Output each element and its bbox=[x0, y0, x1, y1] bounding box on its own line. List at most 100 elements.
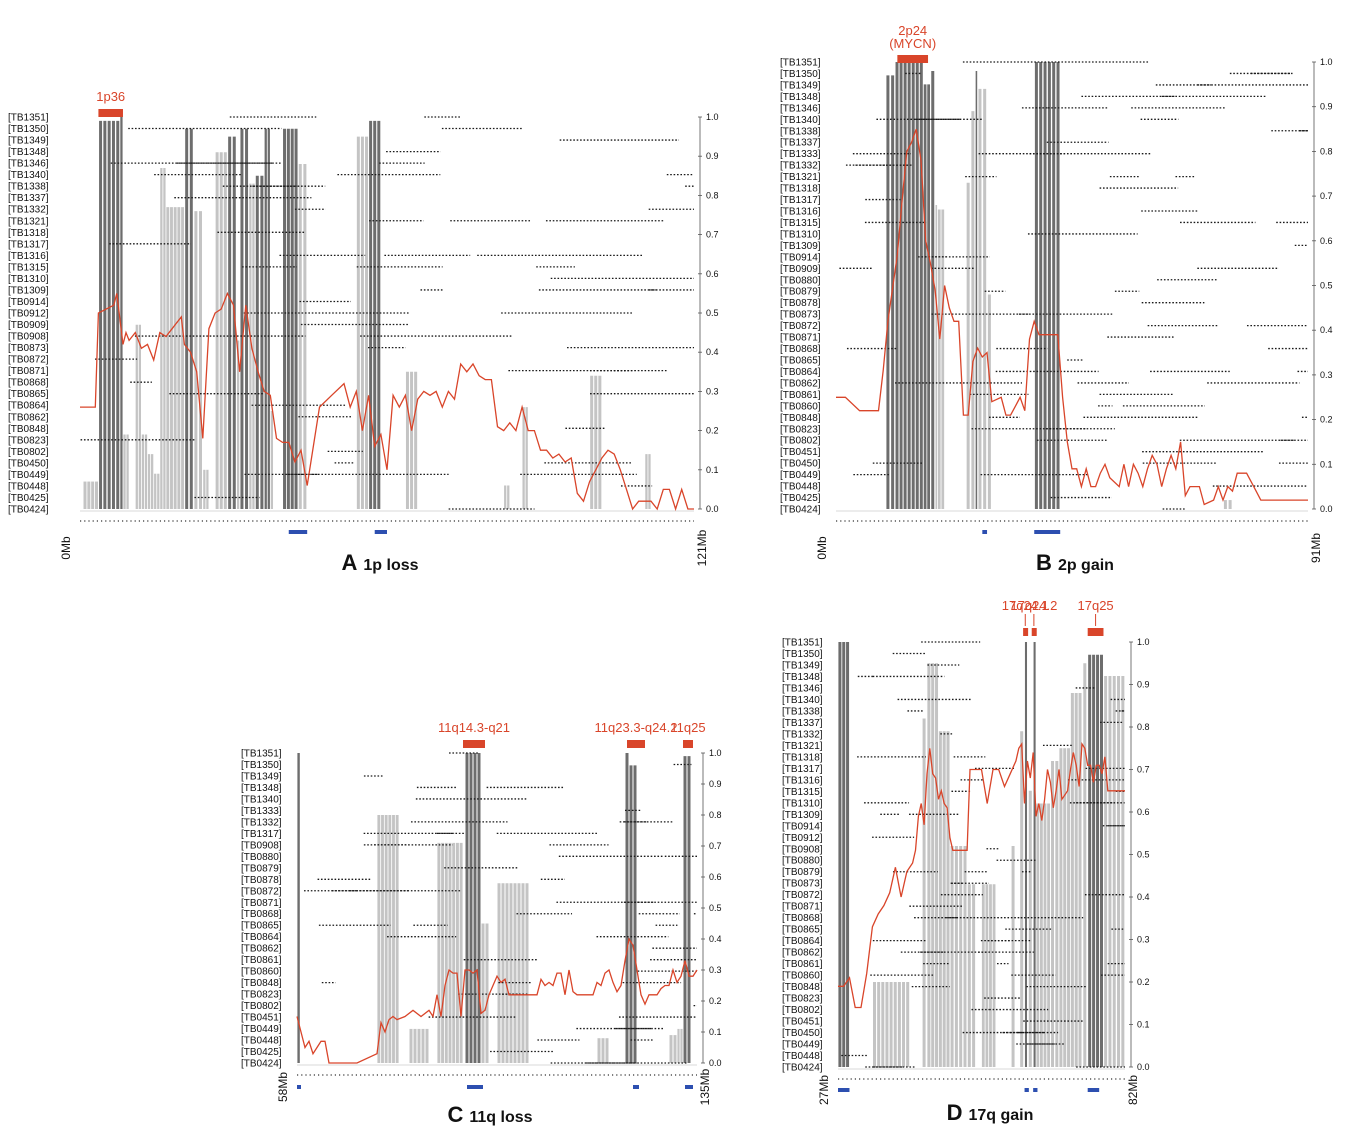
x-end-label: 91Mb bbox=[1309, 533, 1323, 563]
region-label: 11q23.3-q24.2 bbox=[595, 720, 678, 735]
sample-label: [TB0864] bbox=[780, 367, 821, 378]
sample-rows: [TB1351][TB1350][TB1349][TB1348][TB1346]… bbox=[8, 113, 694, 516]
y-tick-label: 0.7 bbox=[706, 230, 719, 240]
y-tick-label: 0.0 bbox=[1320, 504, 1333, 514]
blue-region-mark bbox=[297, 1085, 301, 1089]
sample-label: [TB1317] bbox=[241, 829, 282, 840]
y-tick-label: 0.9 bbox=[1137, 680, 1150, 690]
sample-label: [TB1315] bbox=[8, 262, 49, 273]
sample-label: [TB1346] bbox=[780, 103, 821, 114]
frequency-bars bbox=[297, 753, 691, 1063]
sample-label: [TB1340] bbox=[241, 794, 282, 805]
sample-label: [TB1316] bbox=[780, 207, 821, 218]
y-tick-label: 0.6 bbox=[1137, 807, 1150, 817]
y-axis: 1.0 0.9 0.8 0.7 0.6 0.5 0.4 0.3 0.2 0.1 0.0 bbox=[1312, 57, 1333, 514]
sample-rows: [TB1351][TB1350][TB1349][TB1348][TB1340]… bbox=[241, 749, 697, 1070]
sample-label: [TB0872] bbox=[782, 890, 823, 901]
sample-label: [TB0912] bbox=[782, 833, 823, 844]
sample-label: [TB0865] bbox=[782, 925, 823, 936]
y-axis: 1.0 0.9 0.8 0.7 0.6 0.5 0.4 0.3 0.2 0.1 0.0 bbox=[1129, 637, 1150, 1072]
sample-label: [TB1350] bbox=[782, 649, 823, 660]
y-tick-label: 0.9 bbox=[706, 151, 719, 161]
sample-label: [TB1317] bbox=[782, 764, 823, 775]
sample-label: [TB1348] bbox=[780, 92, 821, 103]
frequency-line bbox=[296, 937, 698, 1064]
sample-label: [TB1318] bbox=[8, 228, 49, 239]
sample-label: [TB1348] bbox=[782, 672, 823, 683]
y-tick-label: 0.2 bbox=[706, 426, 719, 436]
sample-label: [TB0864] bbox=[8, 401, 49, 412]
sample-label: [TB0912] bbox=[8, 309, 49, 320]
y-tick-label: 1.0 bbox=[709, 748, 722, 758]
sample-label: [TB1316] bbox=[782, 775, 823, 786]
region-marker bbox=[1087, 628, 1104, 636]
panel-caption: A 1p loss bbox=[341, 550, 418, 575]
sample-label: [TB0802] bbox=[8, 447, 49, 458]
y-tick-label: 0.5 bbox=[706, 308, 719, 318]
sample-label: [TB1350] bbox=[780, 69, 821, 80]
sample-label: [TB0878] bbox=[780, 298, 821, 309]
sample-label: [TB0865] bbox=[780, 356, 821, 367]
sample-label: [TB0424] bbox=[241, 1059, 282, 1070]
sample-label: [TB0450] bbox=[780, 459, 821, 470]
sample-label: [TB1321] bbox=[780, 172, 821, 183]
sample-label: [TB1338] bbox=[8, 182, 49, 193]
sample-label: [TB0879] bbox=[782, 867, 823, 878]
sample-label: [TB0868] bbox=[780, 344, 821, 355]
sample-label: [TB1338] bbox=[780, 126, 821, 137]
y-tick-label: 0.4 bbox=[706, 347, 719, 357]
panel-b: [TB1351][TB1350][TB1349][TB1348][TB1346]… bbox=[780, 23, 1333, 575]
y-tick-label: 0.0 bbox=[709, 1058, 722, 1068]
y-tick-label: 0.3 bbox=[706, 386, 719, 396]
sample-label: [TB0868] bbox=[782, 913, 823, 924]
region-label: 2p24 bbox=[898, 23, 927, 38]
panel-letter: B bbox=[1036, 550, 1052, 575]
sample-label: [TB0823] bbox=[241, 990, 282, 1001]
y-tick-label: 0.7 bbox=[1320, 191, 1333, 201]
y-tick-label: 0.0 bbox=[1137, 1062, 1150, 1072]
sample-label: [TB0860] bbox=[241, 967, 282, 978]
sample-label: [TB1321] bbox=[782, 741, 823, 752]
x-start-label: 0Mb bbox=[59, 536, 73, 560]
sample-label: [TB0451] bbox=[780, 447, 821, 458]
sample-label: [TB0861] bbox=[782, 959, 823, 970]
y-tick-label: 0.9 bbox=[1320, 102, 1333, 112]
x-start-label: 27Mb bbox=[817, 1075, 831, 1105]
region-marker bbox=[463, 740, 485, 748]
sample-label: [TB0872] bbox=[780, 321, 821, 332]
y-tick-label: 0.1 bbox=[709, 1027, 722, 1037]
sample-label: [TB0868] bbox=[8, 378, 49, 389]
sample-label: [TB0914] bbox=[8, 297, 49, 308]
sample-label: [TB0879] bbox=[241, 863, 282, 874]
sample-label: [TB1350] bbox=[8, 124, 49, 135]
panel-caption: B 2p gain bbox=[1036, 550, 1114, 575]
sample-label: [TB0865] bbox=[241, 921, 282, 932]
y-tick-label: 0.0 bbox=[706, 504, 719, 514]
sample-label: [TB1317] bbox=[8, 239, 49, 250]
blue-region-mark bbox=[374, 530, 387, 534]
sample-label: [TB0861] bbox=[241, 955, 282, 966]
sample-label: [TB0424] bbox=[782, 1063, 823, 1074]
y-tick-label: 0.8 bbox=[706, 190, 719, 200]
sample-rows: [TB1351][TB1350][TB1349][TB1348][TB1346]… bbox=[782, 638, 1125, 1074]
sample-label: [TB0448] bbox=[241, 1036, 282, 1047]
y-tick-label: 0.1 bbox=[1137, 1020, 1150, 1030]
panel-d: [TB1351][TB1350][TB1349][TB1348][TB1346]… bbox=[782, 598, 1150, 1125]
blue-region-mark bbox=[633, 1085, 639, 1089]
y-tick-label: 0.6 bbox=[709, 872, 722, 882]
sample-label: [TB0449] bbox=[782, 1040, 823, 1051]
sample-label: [TB0865] bbox=[8, 389, 49, 400]
frequency-bars bbox=[886, 62, 1232, 509]
sample-label: [TB1340] bbox=[780, 115, 821, 126]
y-tick-label: 0.5 bbox=[1137, 850, 1150, 860]
sample-label: [TB1315] bbox=[782, 787, 823, 798]
sample-label: [TB1309] bbox=[780, 241, 821, 252]
sample-label: [TB1350] bbox=[241, 760, 282, 771]
panel-a: [TB1351][TB1350][TB1349][TB1348][TB1346]… bbox=[8, 89, 719, 575]
sample-label: [TB0862] bbox=[241, 944, 282, 955]
sample-label: [TB1337] bbox=[8, 193, 49, 204]
y-tick-label: 0.5 bbox=[709, 903, 722, 913]
x-start-label: 0Mb bbox=[815, 536, 829, 560]
sample-label: [TB1351] bbox=[782, 638, 823, 649]
